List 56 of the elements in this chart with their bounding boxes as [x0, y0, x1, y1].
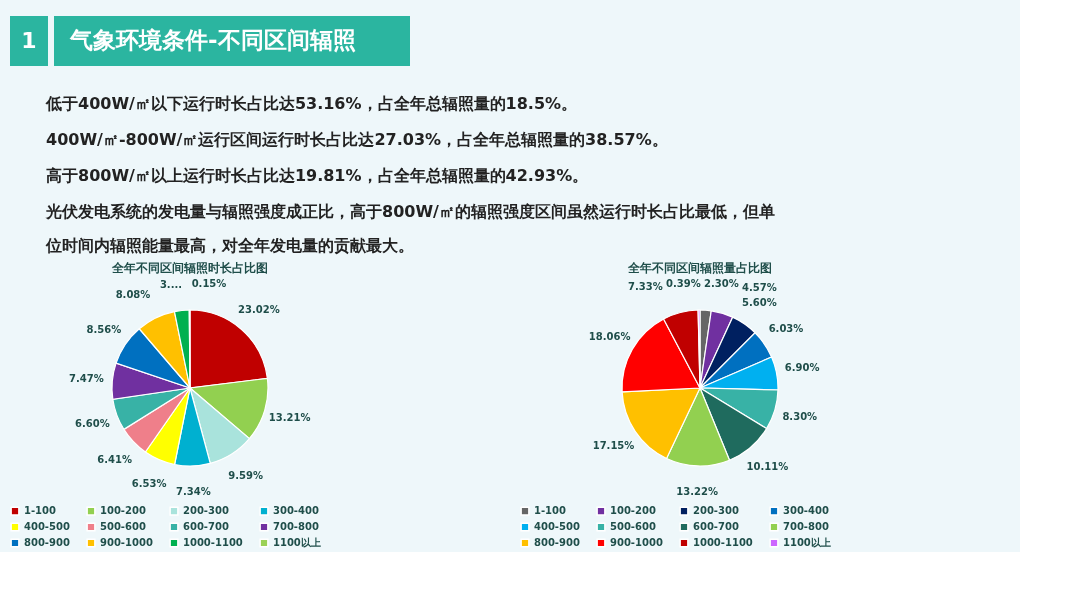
legend-label: 900-1000 [100, 537, 153, 548]
data-label: 7.33% [628, 281, 663, 293]
data-label: 0.39% [666, 278, 701, 290]
data-label: 17.15% [592, 439, 635, 451]
legend-label: 100-200 [100, 505, 146, 517]
data-label: 8.56% [86, 323, 122, 335]
data-label: 3.... [159, 278, 183, 290]
legend-label: 900-1000 [610, 537, 663, 548]
legend-label: 800-900 [534, 537, 580, 548]
legend-label: 1000-1100 [693, 537, 753, 548]
legend-label: 400-500 [534, 521, 580, 532]
legend-label: 200-300 [183, 505, 229, 517]
data-label: 23.02% [238, 304, 280, 316]
legend-label: 600-700 [693, 521, 739, 532]
legend-label: 800-900 [24, 537, 70, 548]
data-label: 5.60% [742, 296, 777, 308]
legend-label: 300-400 [273, 505, 319, 517]
text: 光伏发电系统的发电量与辐照强度成正比，高于800W/㎡的辐照强度区间虽然运行时长占比最低，但单位时间内辐照能量最高，对全年发电量的贡献最大。 [45, 202, 775, 255]
legend-label: 400-500 [24, 521, 70, 532]
data-label: 10.11% [746, 461, 789, 473]
data-label: 6.60% [75, 417, 110, 429]
legend-label: 600-700 [183, 521, 229, 532]
text: 气象环境条件-不同区间辐照 [69, 27, 356, 53]
legend-label: 200-300 [693, 505, 739, 517]
chart-title: 全年不同区间辐照量占比图 [627, 261, 772, 276]
legend-label: 700-800 [783, 521, 829, 532]
legend-label: 1-100 [534, 505, 567, 517]
text: 400W/㎡-800W/㎡运行区间运行时长占比达27.03%，占全年总辐照量的38.57%。 [46, 130, 668, 149]
legend-label: 1-100 [24, 505, 57, 517]
data-label: 6.41% [97, 453, 133, 465]
data-label: 6.03% [768, 323, 804, 335]
data-label: 7.47% [69, 372, 104, 384]
legend-label: 1000-1100 [183, 537, 243, 548]
data-label: 2.30% [704, 278, 739, 290]
data-label: 13.22% [676, 485, 718, 497]
legend-label: 1100以上 [783, 537, 831, 548]
data-label: 6.53% [131, 477, 167, 489]
text: 高于800W/㎡以上运行时长占比达19.81%，占全年总辐照量的42.93%。 [46, 166, 589, 185]
data-label: 8.30% [782, 411, 818, 423]
data-label: 9.59% [228, 469, 263, 481]
text: 低于400W/㎡以下运行时长占比达53.16%，占全年总辐照量的18.5%。 [45, 94, 578, 113]
data-label: 0.15% [191, 278, 227, 289]
legend-label: 500-600 [610, 521, 656, 532]
legend-label: 500-600 [100, 521, 146, 532]
data-label: 7.34% [175, 485, 211, 497]
legend-label: 100-200 [610, 505, 656, 517]
data-label: 6.90% [784, 362, 820, 374]
chart-title: 全年不同区间辐照时长占比图 [111, 261, 268, 275]
data-label: 13.21% [268, 411, 311, 423]
data-label: 18.06% [588, 330, 631, 342]
legend-label: 700-800 [273, 521, 319, 532]
data-label: 8.08% [115, 288, 151, 300]
data-label: 4.57% [742, 282, 777, 294]
text: 1 [21, 28, 37, 53]
legend-label: 300-400 [783, 505, 829, 517]
legend-label: 1100以上 [273, 537, 321, 548]
